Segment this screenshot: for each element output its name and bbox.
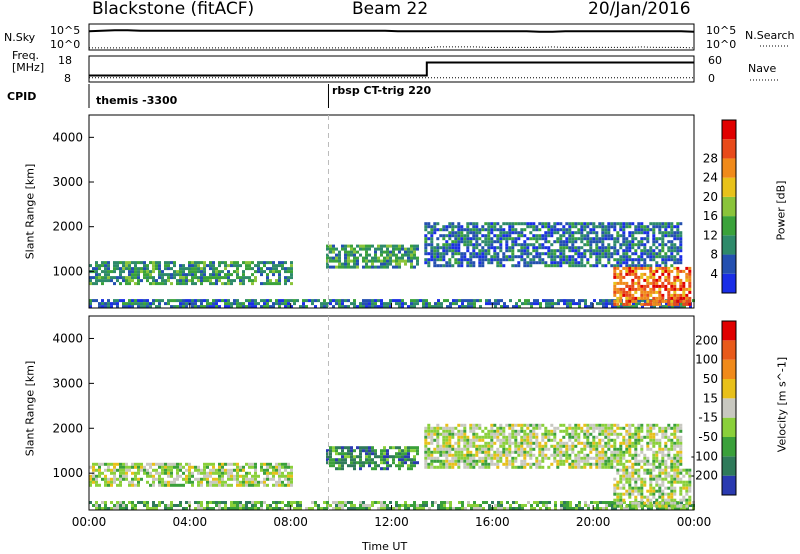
velocity-colorbar-tick-0: 200: [695, 333, 718, 347]
n-sky-tick-top: 10^5: [50, 24, 81, 37]
power-colorbar-frame: [721, 119, 737, 294]
freq-tick-bottom: 8: [64, 72, 71, 85]
velocity-echo-region-4: [613, 468, 692, 508]
velocity-colorbar-tick-7: -200: [691, 469, 718, 483]
power-colorbar-tick-2: 12: [703, 228, 718, 242]
nave-tick-top: 60: [708, 54, 722, 67]
power-echo-region-0: [89, 261, 293, 286]
radar-title: Blackstone (fitACF): [92, 0, 255, 19]
velocity-colorbar-tick-1: 100: [695, 353, 718, 367]
power-colorbar-segment-1: [722, 254, 736, 274]
power-colorbar-segment-0: [722, 273, 736, 293]
n-search-tick-top: 10^5: [706, 24, 737, 37]
velocity-colorbar-tick-2: 50: [703, 372, 718, 386]
freq-series-0: [89, 61, 694, 77]
power-colorbar-segment-4: [722, 196, 736, 217]
velocity-panel-frame: [88, 315, 695, 511]
nave-label: Nave: [748, 62, 777, 75]
velocity-echo-region-0: [89, 462, 293, 487]
power-colorbar-tick-5: 24: [703, 171, 718, 185]
power-colorbar-segment-3: [722, 216, 736, 236]
velocity-ytick-3000: 3000: [52, 376, 83, 390]
cpid-segment-2: rbsp CT-trig 220: [332, 84, 432, 97]
velocity-ytick-1000: 1000: [52, 466, 83, 480]
power-ytick-1000: 1000: [52, 264, 83, 278]
x-axis-title: Time UT: [362, 540, 408, 553]
xtick-label-3: 12:00: [374, 515, 409, 529]
n-sky-tick-bottom: 10^0: [50, 38, 81, 51]
velocity-colorbar-segment-8: [722, 321, 736, 341]
velocity-ytick-2000: 2000: [52, 421, 83, 435]
power-colorbar-segment-7: [722, 139, 736, 159]
velocity-colorbar-segment-6: [722, 359, 736, 379]
power-colorbar-tick-3: 16: [703, 209, 718, 223]
nave-tick-bottom: 0: [708, 72, 715, 85]
velocity-colorbar-segment-4: [722, 398, 736, 418]
power-colorbar-tick-4: 20: [703, 190, 718, 204]
velocity-colorbar-segment-3: [722, 417, 736, 437]
n-search-tick-bottom: 10^0: [706, 38, 737, 51]
power-ytick-2000: 2000: [52, 220, 83, 234]
velocity-colorbar-tick-3: 15: [703, 391, 718, 405]
velocity-colorbar-segment-2: [722, 437, 736, 457]
power-colorbar-segment-8: [722, 120, 736, 140]
power-colorbar-tick-0: 4: [710, 267, 718, 281]
power-echo-region-3: [424, 222, 683, 268]
velocity-colorbar-tick-4: -15: [698, 411, 718, 425]
noise-series-1: [89, 46, 695, 49]
xtick-label-0: 00:00: [72, 515, 107, 529]
power-colorbar-tick-6: 28: [703, 151, 718, 165]
velocity-colorbar-frame: [721, 320, 737, 496]
xtick-label-1: 04:00: [173, 515, 208, 529]
date-title: 20/Jan/2016: [588, 0, 691, 19]
noise-panel-frame: [88, 23, 695, 51]
velocity-echo-region-3: [424, 423, 683, 469]
velocity-echo-region-1: [89, 501, 695, 510]
cpid-label: CPID: [7, 90, 37, 103]
power-colorbar-segment-2: [722, 235, 736, 255]
velocity-colorbar-tick-6: -100: [691, 449, 718, 463]
power-echo-region-4: [613, 266, 692, 306]
power-echo-region-2: [326, 244, 419, 269]
velocity-ytick-4000: 4000: [52, 331, 83, 345]
velocity-colorbar-segment-7: [722, 340, 736, 360]
power-ytick-4000: 4000: [52, 130, 83, 144]
xtick-label-2: 08:00: [273, 515, 308, 529]
velocity-echo-region-2: [326, 446, 419, 471]
xtick-label-5: 20:00: [576, 515, 611, 529]
noise-series-0: [88, 29, 695, 33]
velocity-colorbar-tick-5: -50: [698, 430, 718, 444]
xtick-label-4: 16:00: [475, 515, 510, 529]
xtick-label-6: 00:00: [677, 515, 712, 529]
beam-title: Beam 22: [352, 0, 429, 19]
power-colorbar-segment-5: [722, 177, 736, 197]
n-search-label: N.Search: [745, 29, 795, 42]
n-sky-label: N.Sky: [4, 31, 36, 44]
freq-tick-top: 18: [58, 54, 72, 67]
power-colorbar-tick-1: 8: [710, 248, 718, 262]
cpid-segment-1: themis -3300: [96, 94, 178, 107]
power-ytick-3000: 3000: [52, 175, 83, 189]
velocity-colorbar-segment-5: [722, 379, 736, 399]
velocity-colorbar-segment-1: [722, 456, 736, 476]
freq-panel-frame: [88, 55, 695, 83]
power-colorbar-segment-6: [722, 158, 736, 178]
velocity-colorbar-segment-0: [722, 475, 736, 495]
